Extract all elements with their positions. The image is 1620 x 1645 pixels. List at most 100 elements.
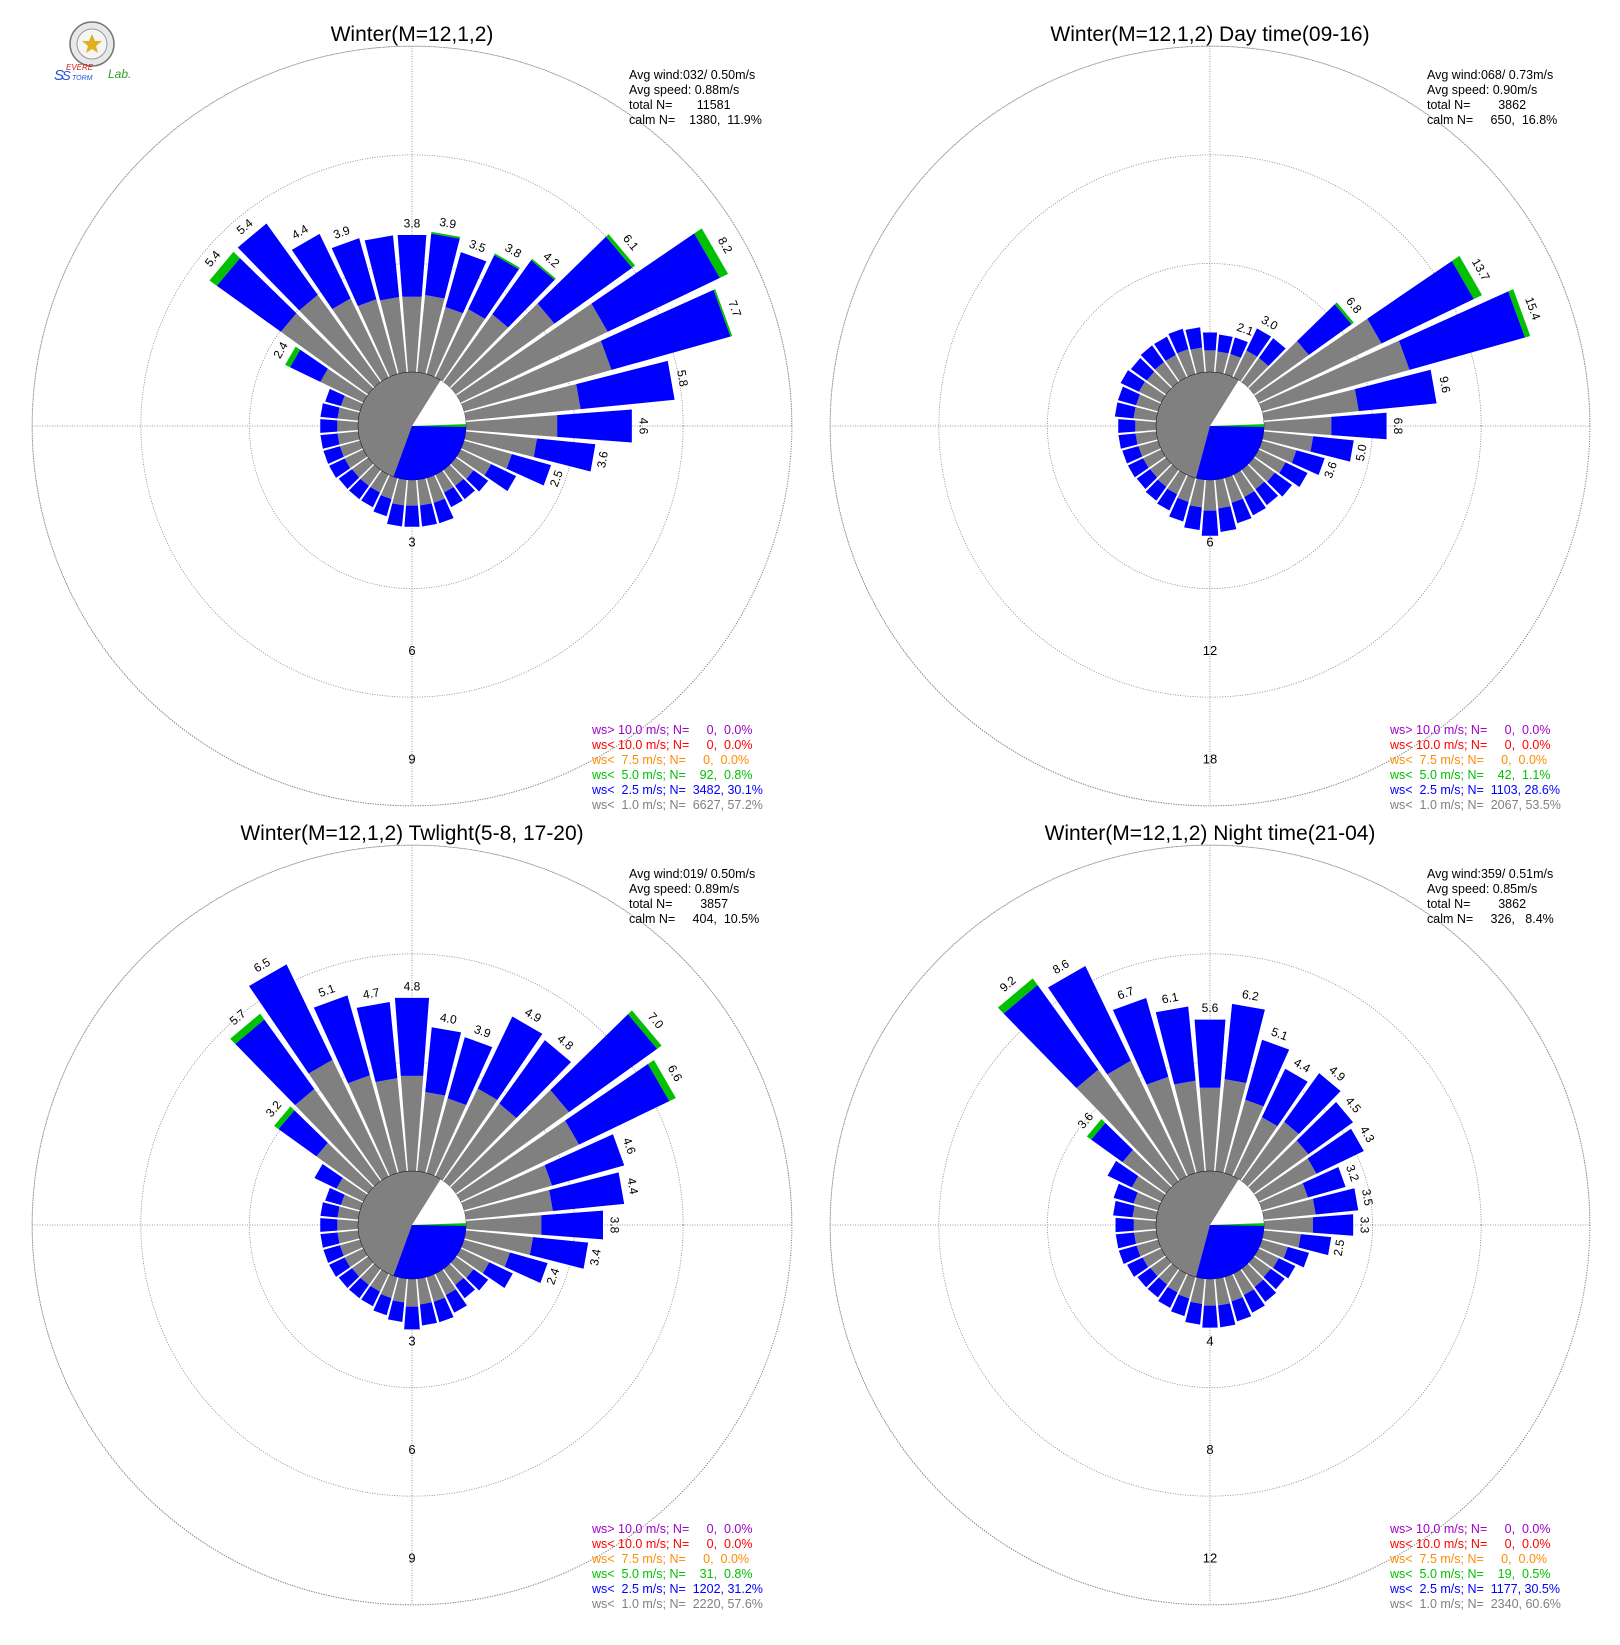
- bar-segment-lt1: [1241, 357, 1269, 388]
- bar-segment-lt2_5: [1255, 481, 1279, 506]
- bar-segment-lt2_5: [1243, 1289, 1265, 1313]
- legend-entry: ws< 1.0 m/s; N= 2067, 53.5%: [1389, 798, 1561, 812]
- bar-segment-lt1: [461, 340, 612, 412]
- bar-segment-lt2_5: [1185, 1301, 1203, 1325]
- bar-value-label: 6.8: [1391, 418, 1405, 435]
- bar-value-label: 5.8: [674, 369, 691, 388]
- bar-value-label: 2.5: [1331, 1238, 1348, 1257]
- bar-segment-lt2_5: [1137, 1267, 1158, 1288]
- bar-segment-lt1: [1189, 478, 1205, 508]
- bar-segment-lt1: [1259, 440, 1297, 463]
- bar-value-label: 3.8: [502, 241, 524, 262]
- bar-segment-lt2_5: [591, 233, 720, 332]
- bar-segment-lt2_5: [1157, 488, 1178, 511]
- bar-segment-lt1: [337, 420, 359, 432]
- legend-entry: ws< 7.5 m/s; N= 0, 0.0%: [1389, 1552, 1547, 1566]
- bar-segment-lt1: [456, 303, 608, 403]
- bar-segment-lt2_5: [320, 419, 338, 433]
- bar-segment-lt1: [1224, 1099, 1264, 1176]
- bar-segment-lt1: [461, 1239, 510, 1267]
- legend-entry: ws< 7.5 m/s; N= 0, 0.0%: [591, 753, 749, 767]
- calm-pie-white: [412, 1179, 466, 1225]
- ring-label: 3: [408, 1334, 415, 1349]
- bar-value-label: 6.2: [1241, 987, 1260, 1004]
- stats-line: Avg wind:032/ 0.50m/s: [629, 68, 755, 82]
- bar-segment-lt2_5: [349, 1277, 369, 1299]
- bar-segment-lt1: [1262, 1198, 1316, 1220]
- stats-line: total N= 3857: [629, 897, 728, 911]
- bar-segment-lt2_5: [1147, 1277, 1168, 1298]
- bar-segment-lt2_5: [1254, 1279, 1277, 1302]
- legend-entry: ws< 2.5 m/s; N= 3482, 30.1%: [591, 783, 763, 797]
- bar-segment-lt1: [464, 431, 538, 458]
- bar-segment-lt1: [1190, 347, 1205, 374]
- bar-segment-lt1: [360, 1263, 381, 1286]
- bar-value-label: 9.6: [1437, 375, 1454, 394]
- bar-segment-lt1: [417, 295, 445, 374]
- bar-segment-lt2_5: [600, 289, 731, 370]
- bar-segment-lt5: [713, 289, 733, 337]
- bar-value-label: 3.4: [587, 1248, 604, 1267]
- bar-segment-lt5: [1508, 289, 1531, 338]
- bar-segment-lt2_5: [1331, 412, 1387, 440]
- bar-segment-lt1: [1263, 416, 1332, 436]
- bar-value-label: 2.4: [270, 339, 291, 361]
- bar-segment-lt1: [435, 309, 486, 382]
- bar-segment-lt1: [339, 1239, 363, 1256]
- bar-segment-lt1: [450, 457, 474, 480]
- ring-label: 6: [408, 643, 415, 658]
- bar-segment-lt2_5: [504, 1252, 548, 1283]
- bar-segment-lt1: [1233, 350, 1258, 382]
- bar-segment-lt2_5: [419, 1302, 437, 1326]
- bar-value-label: 8.6: [1050, 956, 1072, 977]
- wind-rose-panel: 3 6 9 3.8 3.9 3.5 3.8 4.2 6.1 8.2 7.7 5.8 4.6 3.6 2.5 2…: [31, 23, 793, 812]
- calm-pie-green: [412, 1223, 466, 1226]
- bar-segment-lt1: [426, 306, 463, 377]
- bar-value-label: 6.1: [620, 232, 642, 254]
- bar-value-label: 9.2: [997, 973, 1019, 995]
- bar-segment-lt1: [1158, 1263, 1179, 1285]
- bar-segment-lt1: [1215, 1079, 1247, 1173]
- bar-segment-lt5: [997, 978, 1038, 1014]
- bar-segment-lt5: [494, 253, 520, 270]
- bar-value-label: 4.9: [522, 1005, 544, 1026]
- calm-pie-white: [1210, 1179, 1264, 1225]
- stats-line: Avg speed: 0.88m/s: [629, 83, 739, 97]
- bar-value-label: 8.2: [715, 234, 736, 256]
- grid-ring: [140, 154, 684, 698]
- bar-segment-lt1: [1224, 353, 1241, 377]
- bar-segment-lt2_5: [1244, 491, 1266, 516]
- bar-segment-lt1: [339, 440, 363, 457]
- bar-segment-lt2_5: [1003, 984, 1099, 1089]
- bar-segment-lt2_5: [1194, 1019, 1226, 1088]
- bar-segment-lt2_5: [1115, 1232, 1136, 1249]
- bar-segment-lt2_5: [455, 1277, 475, 1299]
- bar-segment-lt1: [464, 1230, 534, 1256]
- bar-segment-lt1: [426, 1274, 445, 1302]
- bar-segment-lt1: [360, 464, 381, 487]
- bar-segment-lt1: [1133, 1230, 1158, 1244]
- bar-segment-lt1: [400, 1075, 424, 1172]
- bar-segment-lt2_5: [492, 260, 555, 328]
- bar-segment-lt2_5: [1263, 1268, 1285, 1290]
- bar-segment-lt2_5: [445, 1289, 467, 1313]
- bar-segment-lt1: [1146, 371, 1172, 395]
- bar-segment-lt2_5: [506, 454, 552, 486]
- bar-segment-lt1: [417, 1092, 446, 1173]
- bar-segment-lt1: [344, 1248, 368, 1268]
- bar-segment-lt1: [443, 1263, 464, 1286]
- bar-segment-lt2_5: [1201, 510, 1219, 536]
- bar-value-label: 7.0: [645, 1010, 667, 1032]
- bar-value-label: 3.8: [607, 1217, 621, 1234]
- logo-s1: S: [54, 67, 64, 84]
- bar-segment-lt1: [1262, 389, 1359, 421]
- bar-segment-lt2_5: [1218, 1303, 1236, 1328]
- bar-segment-lt2_5: [565, 1064, 670, 1145]
- bar-value-label: 3.6: [1075, 1109, 1097, 1131]
- bar-segment-lt1: [1224, 1274, 1243, 1302]
- bar-value-label: 5.7: [227, 1006, 249, 1028]
- stats-line: Avg wind:359/ 0.51m/s: [1427, 867, 1553, 881]
- legend-entry: ws< 5.0 m/s; N= 42, 1.1%: [1389, 768, 1551, 782]
- bar-segment-lt2_5: [320, 403, 340, 419]
